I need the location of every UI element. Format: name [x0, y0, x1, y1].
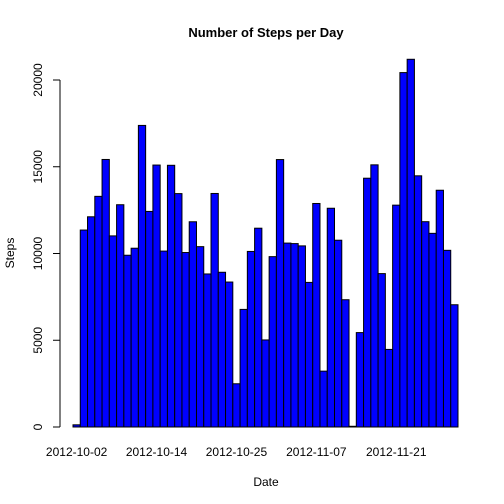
bar [174, 193, 183, 428]
bar [181, 252, 190, 428]
bar [413, 175, 423, 428]
bar [203, 273, 212, 428]
bar [116, 204, 125, 428]
bar [399, 72, 408, 428]
y-tick-label: 0 [31, 423, 45, 430]
bar [246, 250, 256, 428]
bar [79, 229, 89, 428]
bar [326, 207, 336, 428]
x-tick-label: 2012-11-07 [286, 445, 347, 459]
bar [72, 424, 81, 428]
bar [334, 239, 343, 428]
bar [290, 243, 299, 428]
x-tick-label: 2012-10-14 [126, 445, 188, 459]
bar [261, 339, 270, 428]
bar [210, 192, 219, 428]
bar [406, 58, 415, 428]
bar [370, 164, 379, 428]
bar [145, 210, 154, 428]
y-axis-label: Steps [3, 238, 17, 269]
bar [450, 304, 459, 428]
bar [319, 370, 328, 428]
bar [239, 308, 248, 428]
y-tick-label: 20000 [31, 63, 45, 97]
y-tick-label: 10000 [31, 236, 45, 270]
bar [166, 164, 176, 428]
x-tick-label: 2012-11-21 [366, 445, 427, 459]
bar [137, 124, 147, 428]
bar [130, 247, 139, 428]
bar [94, 195, 103, 428]
bar [297, 245, 306, 428]
bar [108, 235, 118, 428]
x-axis-label: Date [253, 475, 279, 489]
bar [268, 256, 277, 428]
bar [341, 299, 350, 428]
bar [428, 232, 437, 428]
bar [123, 254, 132, 428]
x-tick-label: 2012-10-25 [206, 445, 268, 459]
y-tick-label: 15000 [31, 150, 45, 184]
bar [159, 250, 168, 428]
bar [442, 249, 452, 428]
bar [195, 246, 205, 428]
chart-title: Number of Steps per Day [188, 25, 344, 40]
x-tick-label: 2012-10-02 [46, 445, 108, 459]
bar [421, 221, 430, 428]
bar [254, 227, 263, 428]
bar [232, 383, 241, 428]
bar [275, 159, 285, 428]
bar [377, 273, 386, 428]
bar [304, 281, 314, 428]
bar [188, 221, 197, 428]
bar [312, 202, 321, 428]
bar [225, 281, 234, 428]
bar [392, 204, 401, 428]
bar [348, 425, 357, 428]
bar [435, 189, 444, 428]
bar [363, 177, 372, 428]
bar [283, 242, 292, 428]
bar [355, 332, 365, 428]
y-tick-label: 5000 [31, 327, 45, 354]
bar [384, 348, 394, 428]
bar [152, 164, 161, 428]
bar [217, 271, 227, 428]
bar [101, 158, 110, 428]
bar [87, 216, 96, 428]
